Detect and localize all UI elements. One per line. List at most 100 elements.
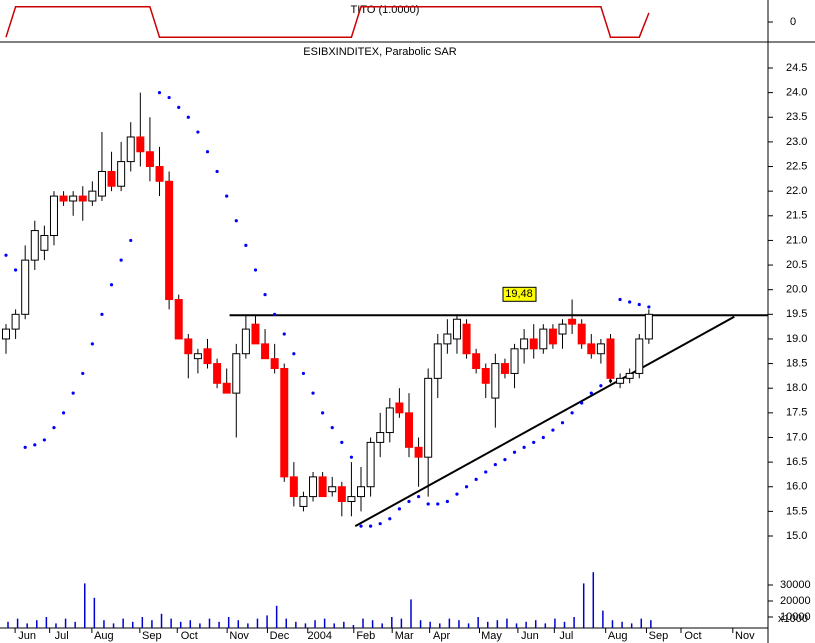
indicator-tick-label: 0 [790, 16, 796, 28]
candle-body [11, 313, 20, 330]
sar-dot [628, 300, 632, 304]
candle-body [88, 190, 97, 202]
candle-body [385, 407, 394, 434]
sar-dot [13, 268, 18, 272]
sar-dot [292, 352, 296, 356]
candle-body [587, 343, 596, 355]
y-tick-label: 17.0 [786, 431, 807, 443]
sar-dot [167, 95, 171, 100]
sar-dot [157, 91, 162, 95]
y-tick-label: 18.0 [786, 382, 807, 394]
sar-dot [464, 485, 469, 489]
candle-body [222, 382, 231, 394]
sar-dot [33, 443, 37, 447]
sar-dot [330, 426, 334, 430]
sar-dot [42, 438, 46, 442]
sar-dot [301, 371, 306, 376]
sar-dot [532, 440, 536, 444]
trendline [354, 315, 735, 528]
candle-body [644, 313, 653, 340]
candle-body [347, 496, 356, 503]
candle-body [357, 486, 366, 498]
y-tick-label: 22.5 [786, 160, 807, 172]
y-tick-label: 24.0 [786, 87, 807, 99]
x-tick-label: Dec [270, 630, 290, 642]
candle-body [136, 136, 145, 153]
candle-body [433, 343, 442, 379]
volume-unit: x1000 [778, 613, 808, 625]
candle-body [289, 476, 298, 498]
sar-dot [474, 477, 478, 481]
sar-dot [90, 342, 94, 346]
candle-body [625, 372, 634, 379]
chart-title: ESIBXINDITEX, Parabolic SAR [303, 46, 456, 58]
sar-dot [340, 440, 344, 444]
candle-body [577, 323, 586, 345]
candle-body [270, 358, 279, 370]
sar-dot [647, 305, 651, 309]
sar-dot [369, 524, 373, 528]
sar-dot [129, 238, 133, 243]
y-tick-label: 22.0 [786, 185, 807, 197]
candle-body [510, 348, 519, 374]
y-tick-label: 23.5 [786, 111, 807, 123]
x-tick-label: Jun [521, 630, 539, 642]
sar-dot [445, 499, 449, 504]
sar-dot [4, 253, 8, 257]
sar-dot [282, 332, 286, 336]
candle-body [424, 377, 433, 458]
sar-dot [493, 462, 497, 467]
volume-tick-label: 30000 [780, 579, 811, 591]
candle-body [241, 328, 250, 355]
sar-dot [196, 130, 200, 134]
candle-body [529, 338, 538, 350]
candle-body [30, 230, 39, 261]
y-tick-label: 19.5 [786, 308, 807, 320]
candle-body [203, 348, 212, 365]
sar-dot [455, 492, 459, 496]
candle-body [299, 496, 308, 507]
sar-dot [407, 499, 411, 504]
candle-body [165, 180, 174, 301]
sar-dot [81, 371, 85, 376]
sar-dot [349, 455, 354, 459]
candle-body [261, 343, 270, 360]
candle-body [318, 476, 327, 498]
y-tick-label: 19.0 [786, 333, 807, 345]
candle-body [462, 323, 471, 355]
y-tick-label: 15.0 [786, 530, 807, 542]
sar-dot [484, 470, 488, 474]
candle-body [558, 323, 567, 335]
volume-tick-label: 10000 [780, 611, 811, 623]
sar-dot [52, 426, 56, 430]
candle-body [539, 328, 548, 350]
candle-body [213, 363, 222, 384]
candle-body [606, 338, 615, 379]
sar-dot [273, 312, 277, 316]
sar-dot [225, 194, 229, 198]
candle-body [443, 333, 452, 345]
candle-body [328, 486, 337, 493]
candle-body [40, 234, 49, 251]
candle-body [126, 136, 135, 163]
candle-body [184, 338, 193, 355]
candle-body [193, 353, 202, 360]
candle-body [337, 486, 346, 503]
candle-body [174, 299, 183, 340]
x-tick-label: Feb [356, 630, 375, 642]
sar-dot [378, 522, 382, 526]
resistance-label: 19,48 [505, 288, 533, 300]
sar-dot [215, 169, 219, 174]
candle-body [366, 441, 375, 488]
indicator-line [5, 6, 650, 38]
candle-body [2, 328, 10, 340]
sar-dot [109, 283, 114, 287]
candle-body [481, 368, 490, 384]
candle-body [404, 412, 413, 448]
sar-dot [637, 302, 641, 307]
x-tick-label: Oct [181, 630, 198, 642]
sar-dot [234, 219, 238, 223]
candle-body [251, 323, 260, 345]
sar-dot [205, 150, 210, 154]
